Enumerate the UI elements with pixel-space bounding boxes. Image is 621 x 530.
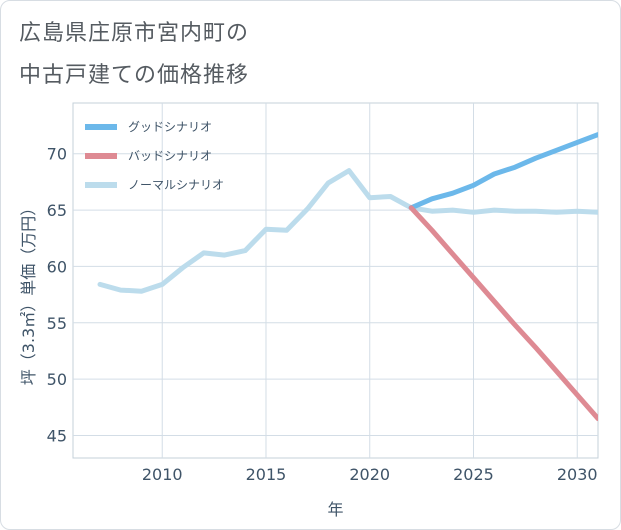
- y-axis-label: 坪（3.3㎡）単価（万円）: [19, 200, 38, 385]
- series-line-normal: [97, 168, 598, 294]
- chart-title-line-2: 中古戸建ての価格推移: [19, 63, 250, 88]
- y-tick-label: 65: [47, 201, 67, 220]
- plot-area: [72, 102, 599, 459]
- series-line-good: [408, 132, 598, 211]
- y-tick-label: 50: [47, 370, 67, 389]
- x-tick-label: 2015: [246, 465, 287, 484]
- y-tick-label: 45: [47, 426, 67, 445]
- y-tick-label: 70: [47, 145, 67, 164]
- x-tick-label: 2020: [349, 465, 390, 484]
- chart-title-line-1: 広島県庄原市宮内町の: [19, 21, 250, 46]
- y-tick-label: 55: [47, 314, 67, 333]
- y-tick-label: 60: [47, 257, 67, 276]
- x-tick-label: 2025: [453, 465, 494, 484]
- x-axis-label: 年: [327, 500, 343, 519]
- legend-label: ノーマルシナリオ: [128, 178, 224, 192]
- legend-label: グッドシナリオ: [128, 120, 212, 134]
- series-line-bad: [408, 205, 598, 422]
- x-tick-label: 2010: [142, 465, 183, 484]
- x-tick-label: 2030: [557, 465, 598, 484]
- legend-label: バッドシナリオ: [128, 149, 212, 163]
